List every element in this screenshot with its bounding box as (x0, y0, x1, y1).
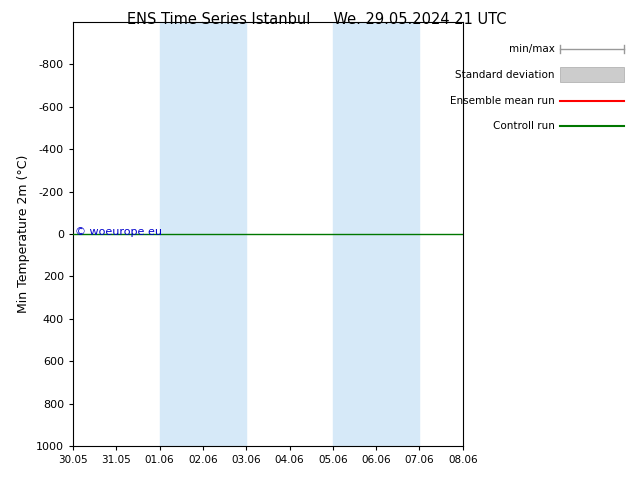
Bar (333, 22, 420, 446)
Text: ENS Time Series Istanbul     We. 29.05.2024 21 UTC: ENS Time Series Istanbul We. 29.05.2024 … (127, 12, 507, 27)
Text: © woeurope.eu: © woeurope.eu (75, 227, 162, 237)
Text: Controll run: Controll run (493, 122, 555, 131)
Bar (560, 67, 624, 82)
Text: min/max: min/max (509, 44, 555, 54)
Text: Standard deviation: Standard deviation (455, 70, 555, 80)
Bar (160, 22, 246, 446)
Text: Ensemble mean run: Ensemble mean run (450, 96, 555, 105)
Y-axis label: Min Temperature 2m (°C): Min Temperature 2m (°C) (17, 155, 30, 313)
